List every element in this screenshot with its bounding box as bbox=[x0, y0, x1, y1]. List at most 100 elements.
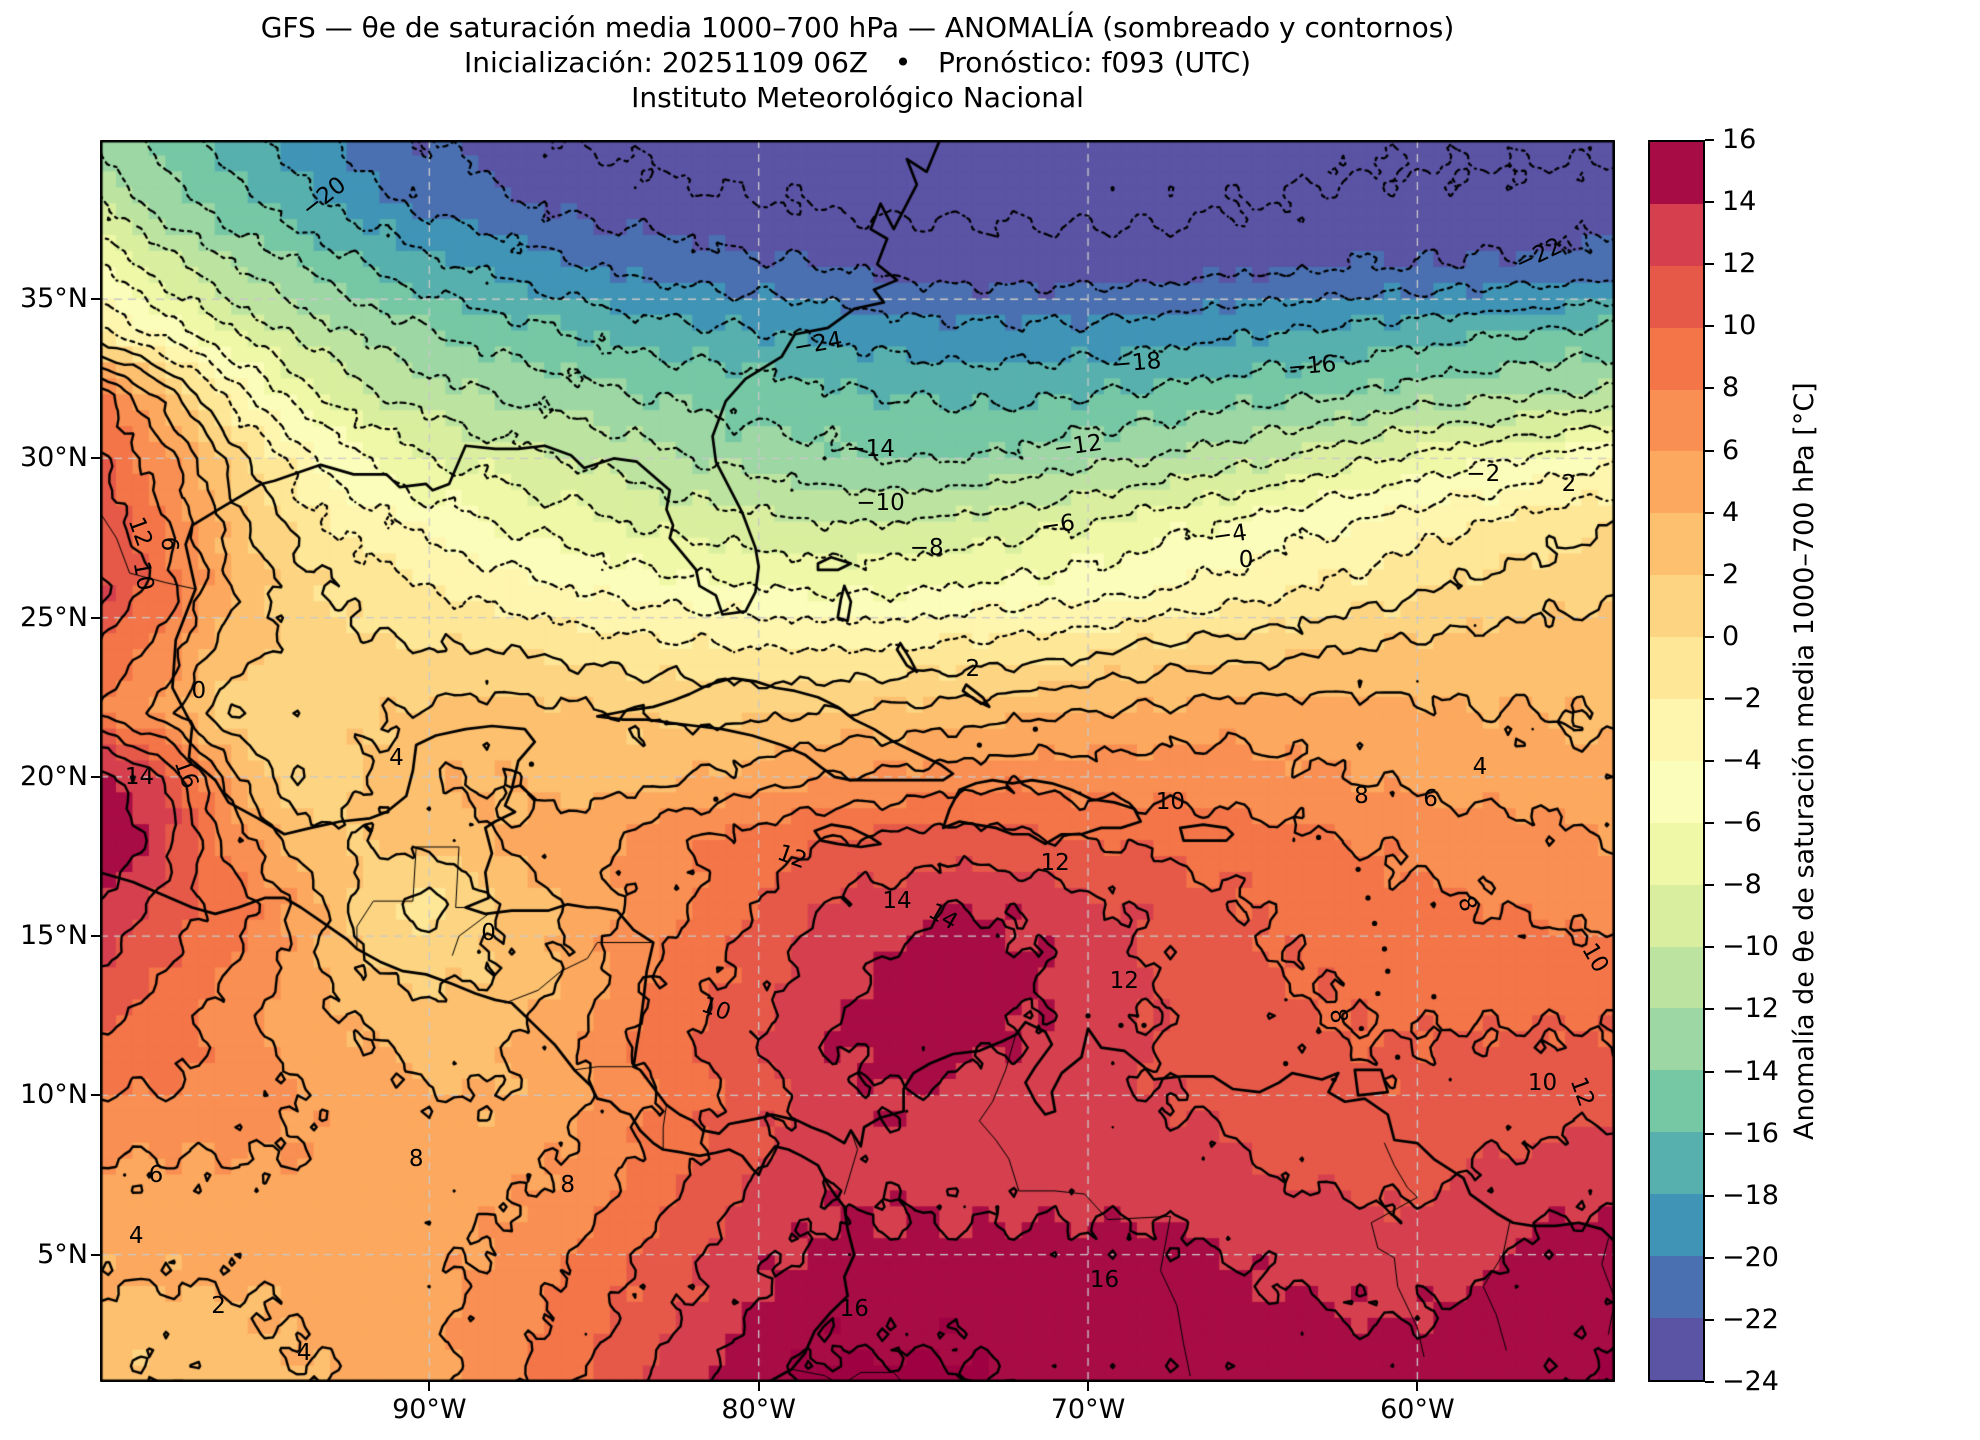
title-block: GFS — θe de saturación media 1000–700 hP… bbox=[100, 10, 1615, 115]
colorbar-segment bbox=[1650, 946, 1703, 1009]
colorbar-tick-label: 10 bbox=[1722, 310, 1757, 342]
contour-label: 10 bbox=[1527, 1069, 1558, 1096]
y-tick-label: 20°N bbox=[19, 760, 88, 792]
contour-label: 8 bbox=[1354, 783, 1369, 810]
colorbar-tick-label: −14 bbox=[1722, 1055, 1779, 1087]
colorbar-tick bbox=[1705, 822, 1714, 825]
colorbar-segment bbox=[1650, 203, 1703, 266]
contour-label: −6 bbox=[1039, 510, 1077, 541]
colorbar-tick-label: 2 bbox=[1722, 558, 1740, 590]
colorbar-segment bbox=[1650, 1317, 1703, 1380]
contour-label: 12 bbox=[1040, 849, 1070, 876]
colorbar-segment bbox=[1650, 142, 1703, 204]
colorbar-tick bbox=[1705, 1256, 1714, 1259]
contour-label: 2 bbox=[211, 1292, 226, 1319]
colorbar-segment bbox=[1650, 451, 1703, 514]
colorbar-tick-label: 0 bbox=[1722, 620, 1740, 652]
map-area: −20 −22 −24 −18 −16 −14 −12 −10 −8 −6 −4 −2 0 0 0 2 2 4 4 6… bbox=[100, 140, 1615, 1382]
contour-label: −18 bbox=[1112, 347, 1163, 378]
x-tick bbox=[1087, 1382, 1090, 1391]
y-tick bbox=[91, 298, 100, 301]
contour-label: −2 bbox=[1466, 461, 1501, 488]
colorbar-tick-label: 8 bbox=[1722, 372, 1740, 404]
colorbar-tick bbox=[1705, 1008, 1714, 1011]
colorbar-tick-label: −8 bbox=[1722, 869, 1762, 901]
contour-label: −4 bbox=[1211, 519, 1249, 551]
contour-label: 2 bbox=[965, 655, 981, 682]
contour-label: 0 bbox=[1238, 547, 1254, 574]
contour-label: 10 bbox=[1155, 789, 1186, 816]
colorbar-tick bbox=[1705, 449, 1714, 452]
colorbar-segment bbox=[1650, 1070, 1703, 1133]
y-tick bbox=[91, 616, 100, 619]
colorbar-tick bbox=[1705, 1381, 1714, 1383]
contour-label: 4 bbox=[389, 744, 404, 771]
colorbar-segment bbox=[1650, 760, 1703, 823]
colorbar-tick-label: −20 bbox=[1722, 1241, 1779, 1273]
x-tick-label: 70°W bbox=[1050, 1394, 1126, 1425]
colorbar-tick bbox=[1705, 1132, 1714, 1135]
colorbar-tick bbox=[1705, 760, 1714, 762]
colorbar-tick bbox=[1705, 1070, 1714, 1073]
colorbar-segment bbox=[1650, 637, 1703, 700]
y-tick bbox=[91, 1253, 100, 1256]
colorbar-segment bbox=[1650, 265, 1703, 328]
colorbar bbox=[1648, 140, 1705, 1382]
colorbar-tick bbox=[1705, 325, 1714, 328]
colorbar-tick-label: −24 bbox=[1722, 1366, 1779, 1397]
colorbar-tick-label: −4 bbox=[1722, 745, 1762, 776]
x-tick-label: 90°W bbox=[392, 1394, 467, 1425]
colorbar-tick bbox=[1705, 511, 1714, 514]
colorbar-tick-label: −16 bbox=[1722, 1117, 1779, 1149]
y-tick bbox=[91, 775, 100, 778]
contour-label: 8 bbox=[560, 1171, 575, 1198]
colorbar-segment bbox=[1650, 884, 1703, 947]
colorbar-tick bbox=[1705, 573, 1714, 576]
colorbar-tick bbox=[1705, 1318, 1714, 1321]
y-tick-label: 30°N bbox=[19, 442, 88, 474]
colorbar-tick bbox=[1705, 139, 1714, 141]
y-tick bbox=[91, 935, 100, 938]
contour-label: 10 bbox=[127, 559, 159, 593]
contour-label: −16 bbox=[1286, 351, 1338, 382]
contour-label: 16 bbox=[1089, 1267, 1120, 1294]
contour-label: 2 bbox=[1561, 470, 1577, 497]
contour-label: 14 bbox=[882, 888, 912, 915]
contour-label: 6 bbox=[156, 537, 183, 552]
colorbar-segment bbox=[1650, 513, 1703, 576]
colorbar-segment bbox=[1650, 1132, 1703, 1195]
y-tick-label: 5°N bbox=[37, 1238, 88, 1270]
x-tick bbox=[757, 1382, 760, 1391]
colorbar-tick-label: 12 bbox=[1722, 248, 1757, 280]
colorbar-segment bbox=[1650, 1008, 1703, 1071]
y-tick bbox=[91, 1094, 100, 1097]
chart-subtitle-org: Instituto Meteorológico Nacional bbox=[631, 81, 1084, 114]
colorbar-tick bbox=[1705, 387, 1714, 390]
colorbar-tick bbox=[1705, 635, 1714, 638]
y-tick-label: 15°N bbox=[19, 920, 88, 952]
chart-subtitle-init: Inicialización: 20251109 06Z • Pronóstic… bbox=[463, 46, 1252, 79]
x-tick-label: 60°W bbox=[1380, 1394, 1455, 1425]
contour-label: −14 bbox=[846, 435, 895, 462]
colorbar-tick bbox=[1705, 697, 1714, 700]
colorbar-segment bbox=[1650, 389, 1703, 452]
contour-label: 16 bbox=[839, 1295, 869, 1322]
contour-label: 6 bbox=[1423, 786, 1438, 813]
colorbar-tick bbox=[1705, 1194, 1714, 1197]
colorbar-tick-label: −6 bbox=[1722, 807, 1762, 839]
y-tick-label: 35°N bbox=[19, 283, 88, 315]
contour-label: 12 bbox=[1109, 967, 1139, 994]
colorbar-segment bbox=[1650, 1256, 1703, 1318]
colorbar-label: Anomalía de θe de saturación media 1000–… bbox=[1789, 382, 1820, 1140]
contour-label: 8 bbox=[408, 1146, 424, 1173]
contour-label: 0 bbox=[481, 919, 496, 946]
colorbar-segment bbox=[1650, 327, 1703, 390]
contour-label: 4 bbox=[1472, 754, 1488, 781]
colorbar-tick-label: −22 bbox=[1722, 1303, 1779, 1335]
x-tick bbox=[1416, 1382, 1419, 1391]
colorbar-tick-label: 14 bbox=[1722, 186, 1757, 218]
colorbar-tick bbox=[1705, 946, 1714, 949]
colorbar-segment bbox=[1650, 699, 1703, 761]
contour-map-canvas bbox=[100, 140, 1615, 1382]
